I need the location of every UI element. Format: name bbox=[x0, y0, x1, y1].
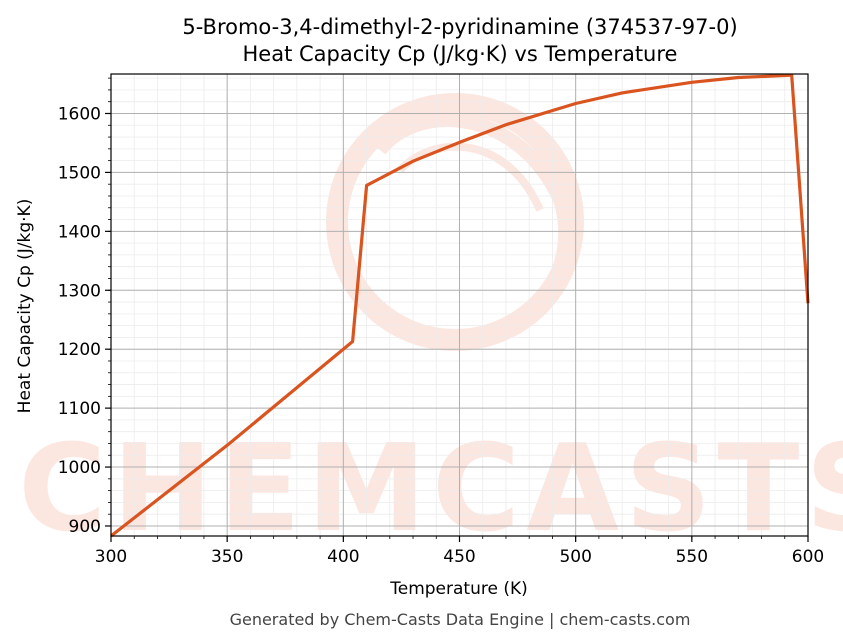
chart-title-line2: Heat Capacity Cp (J/kg·K) vs Temperature bbox=[243, 42, 678, 66]
x-axis-title: Temperature (K) bbox=[389, 579, 528, 599]
x-tick-label: 400 bbox=[327, 547, 359, 567]
y-axis: 900 1000 1100 1200 1300 1400 1500 1600 bbox=[58, 77, 111, 537]
x-axis: 300 350 400 450 500 550 600 bbox=[95, 536, 824, 567]
x-tick-label: 550 bbox=[676, 547, 708, 567]
x-tick-label: 300 bbox=[95, 547, 127, 567]
y-tick-label: 1500 bbox=[58, 163, 101, 183]
watermark-swirl bbox=[326, 93, 584, 351]
x-tick-label: 600 bbox=[792, 547, 824, 567]
y-tick-label: 1100 bbox=[58, 399, 101, 419]
y-tick-label: 1400 bbox=[58, 222, 101, 242]
series-line-cp bbox=[110, 73, 810, 538]
y-tick-label: 1200 bbox=[58, 340, 101, 360]
x-tick-label: 350 bbox=[211, 547, 243, 567]
footer-credit: Generated by Chem-Casts Data Engine | ch… bbox=[230, 610, 691, 629]
y-tick-label: 1300 bbox=[58, 281, 101, 301]
chart-title-line1: 5-Bromo-3,4-dimethyl-2-pyridinamine (374… bbox=[182, 15, 737, 39]
y-tick-label: 1600 bbox=[58, 104, 101, 124]
x-tick-label: 500 bbox=[559, 547, 591, 567]
y-axis-title: Heat Capacity Cp (J/kg·K) bbox=[15, 199, 35, 414]
y-tick-label: 1000 bbox=[58, 458, 101, 478]
watermark-text: CHEMCASTS bbox=[18, 420, 843, 559]
x-tick-label: 450 bbox=[443, 547, 475, 567]
y-tick-label: 900 bbox=[69, 517, 101, 537]
